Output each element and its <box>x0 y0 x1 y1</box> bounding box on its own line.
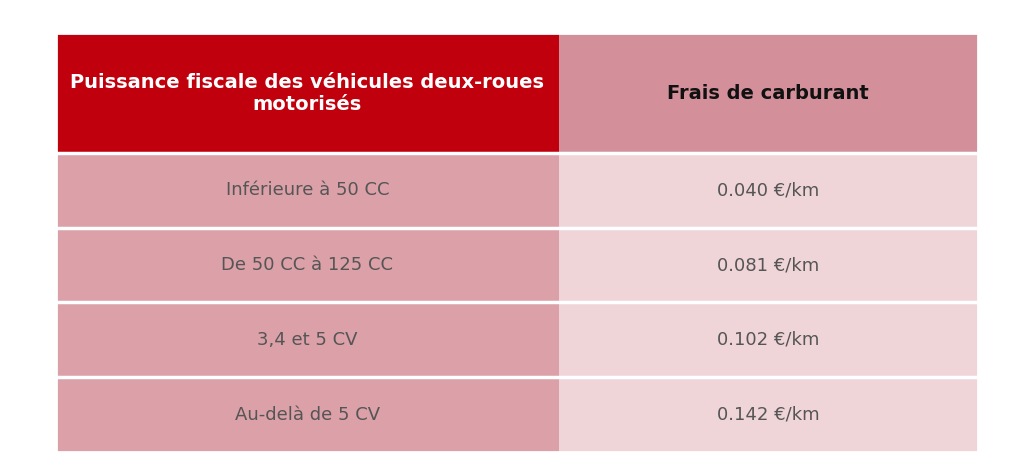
Text: Frais de carburant: Frais de carburant <box>668 83 869 102</box>
Text: Inférieure à 50 CC: Inférieure à 50 CC <box>225 181 389 199</box>
Bar <box>56 33 978 452</box>
Text: 0.040 €/km: 0.040 €/km <box>717 181 819 199</box>
Bar <box>559 302 978 377</box>
Text: 0.102 €/km: 0.102 €/km <box>717 331 819 349</box>
Bar <box>56 33 559 153</box>
Text: Au-delà de 5 CV: Au-delà de 5 CV <box>234 406 380 424</box>
Text: 3,4 et 5 CV: 3,4 et 5 CV <box>257 331 357 349</box>
Text: De 50 CC à 125 CC: De 50 CC à 125 CC <box>221 256 393 274</box>
Bar <box>559 33 978 153</box>
Bar <box>559 153 978 228</box>
Bar <box>56 377 559 452</box>
Text: 0.081 €/km: 0.081 €/km <box>717 256 819 274</box>
Bar <box>56 153 559 228</box>
Bar <box>56 228 559 302</box>
Bar <box>56 302 559 377</box>
Bar <box>559 228 978 302</box>
Text: 0.142 €/km: 0.142 €/km <box>717 406 819 424</box>
Text: Puissance fiscale des véhicules deux-roues
motorisés: Puissance fiscale des véhicules deux-rou… <box>71 72 545 113</box>
Bar <box>559 377 978 452</box>
